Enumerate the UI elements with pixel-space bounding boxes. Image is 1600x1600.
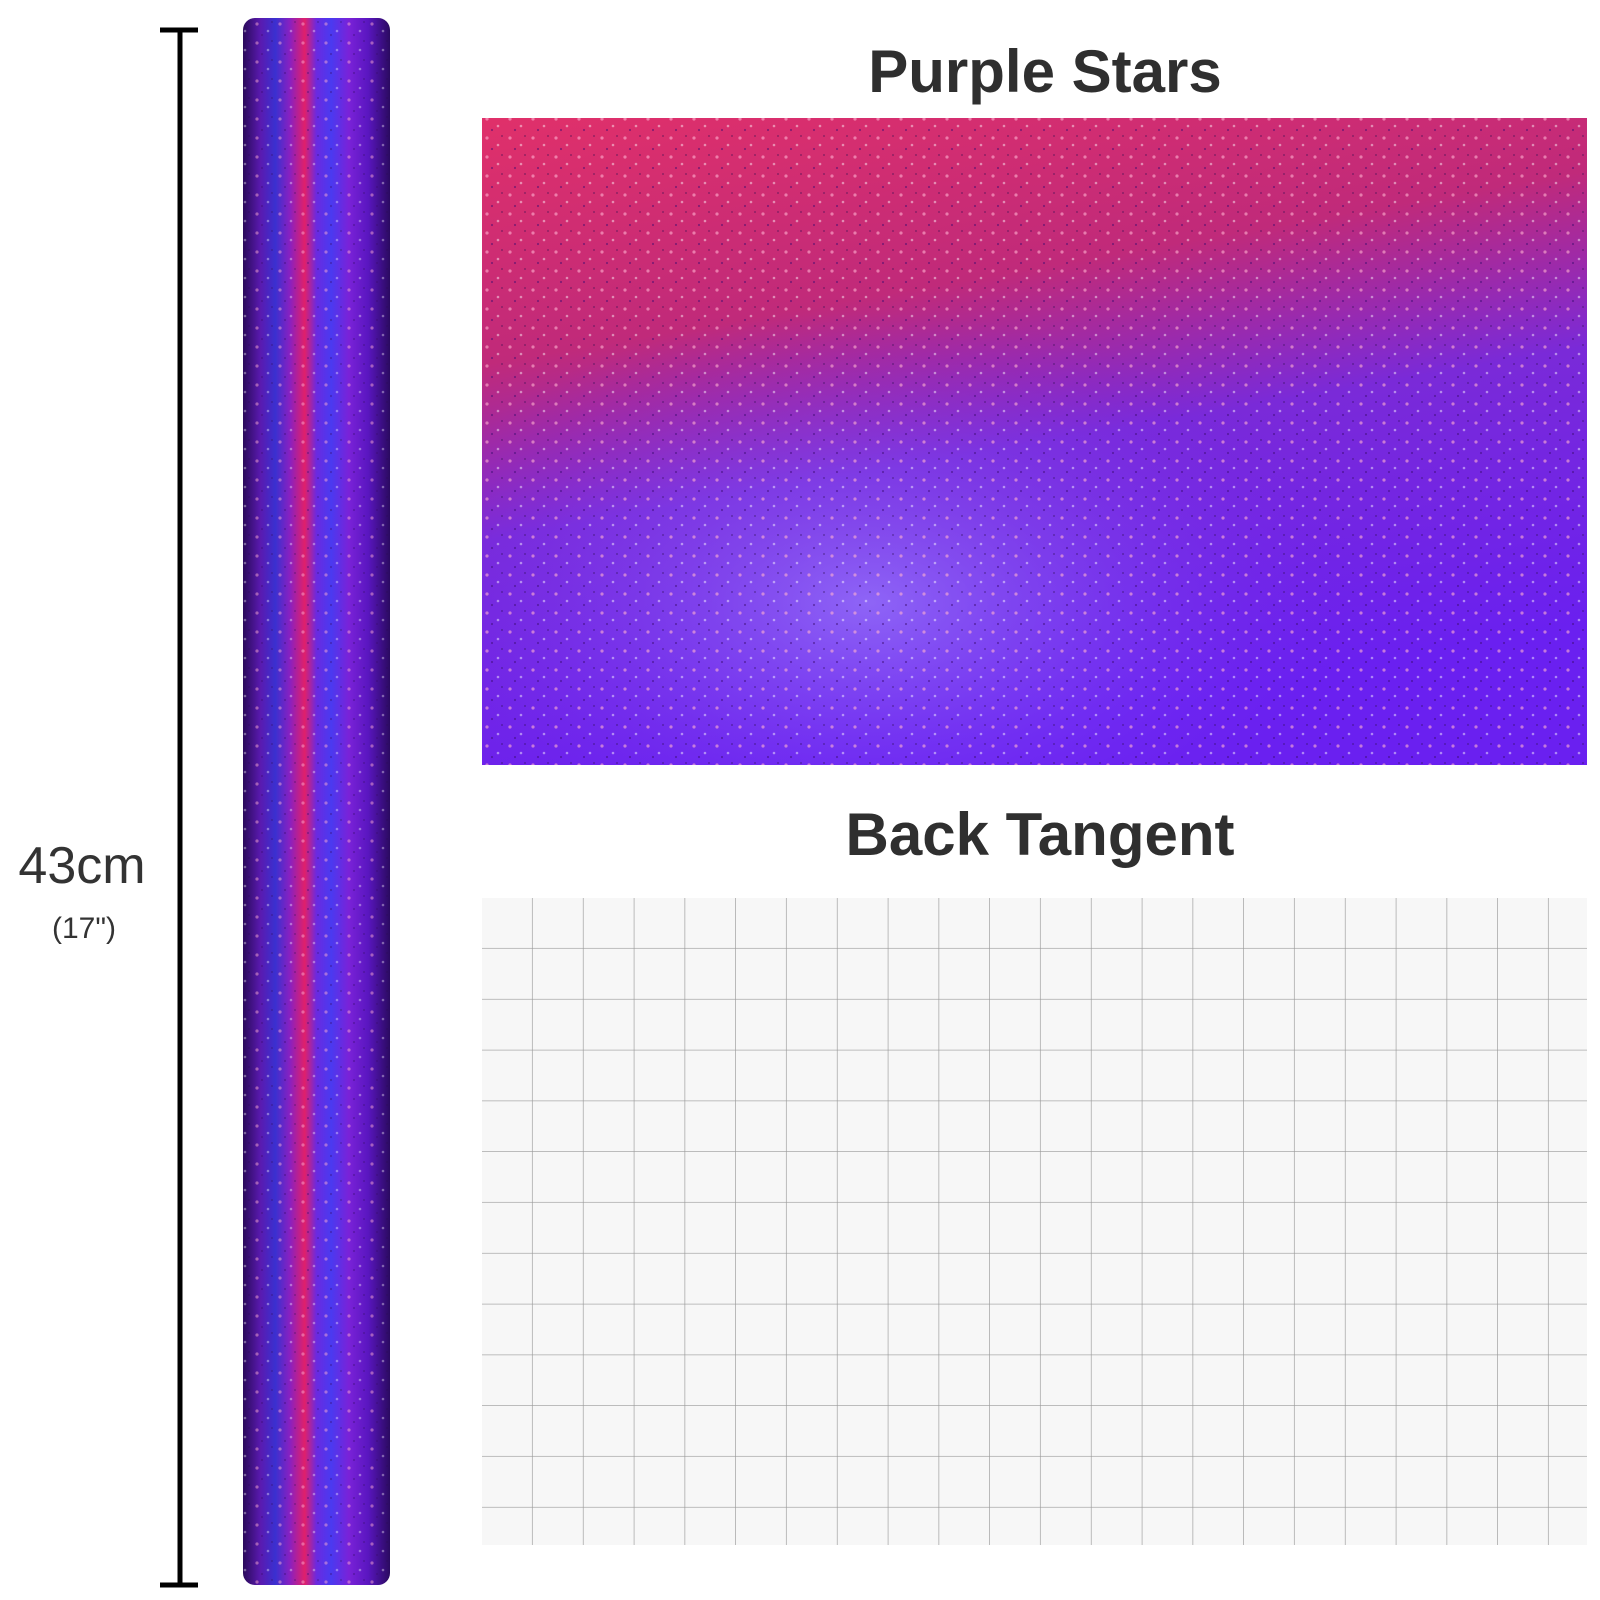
- swatch: [482, 118, 1587, 765]
- vinyl-roll: [243, 18, 390, 1585]
- length-imperial: (17"): [52, 912, 116, 945]
- ruler: [160, 27, 198, 1588]
- length-label: 43cm: [18, 837, 145, 895]
- backing-grid: [482, 898, 1587, 1545]
- back-title: Back Tangent: [846, 801, 1235, 868]
- swatch-title: Purple Stars: [868, 38, 1221, 105]
